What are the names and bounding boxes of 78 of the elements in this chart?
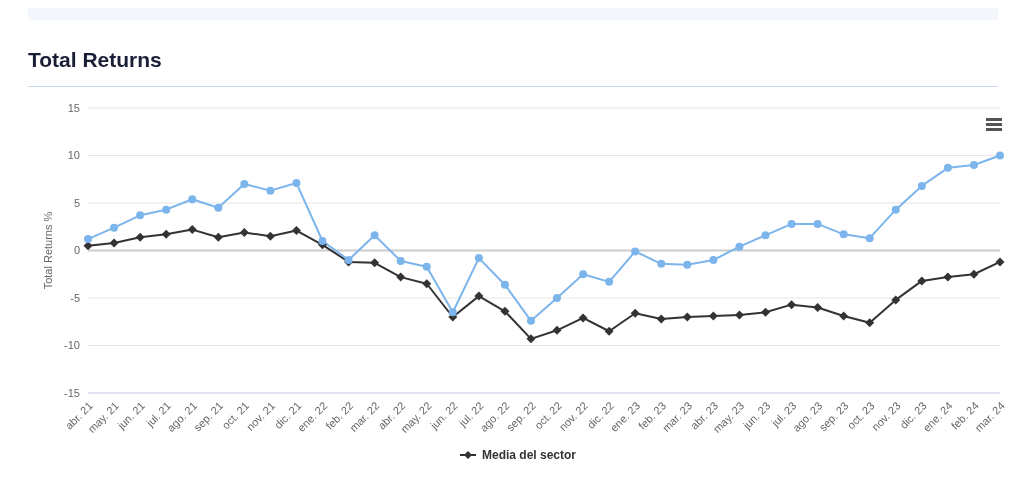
point: [760, 307, 770, 317]
point: [761, 231, 770, 240]
point: [995, 257, 1005, 267]
point: [239, 227, 249, 237]
point: [214, 203, 223, 212]
point: [996, 151, 1004, 160]
point: [891, 205, 900, 214]
point: [370, 231, 379, 240]
point: [656, 314, 666, 324]
point: [891, 295, 901, 305]
point: [500, 280, 509, 289]
point: [839, 311, 849, 321]
point: [266, 186, 275, 195]
point: [657, 259, 666, 268]
point: [136, 211, 145, 220]
point: [396, 256, 405, 265]
point: [161, 229, 171, 239]
point: [187, 225, 197, 235]
point: [631, 247, 640, 256]
legend-label: Media del sector: [481, 448, 577, 462]
point: [188, 195, 197, 204]
chart-title: Total Returns: [28, 48, 162, 72]
point: [448, 308, 457, 317]
point: [291, 226, 301, 236]
point: [969, 269, 979, 279]
point: [135, 232, 145, 242]
point: [552, 325, 562, 335]
point: [630, 308, 640, 318]
point: [578, 313, 588, 323]
point: [917, 276, 927, 286]
point: [839, 230, 848, 239]
point: [708, 311, 718, 321]
y-tick-label: 10: [67, 149, 80, 162]
point: [474, 254, 483, 263]
point: [682, 312, 692, 322]
point: [735, 242, 744, 251]
point: [553, 294, 562, 302]
point: [265, 231, 275, 241]
point: [787, 300, 797, 310]
point: [500, 306, 510, 316]
point: [213, 232, 223, 242]
point: [422, 262, 431, 271]
point: [604, 326, 614, 336]
point: [917, 181, 926, 190]
point: [605, 277, 614, 286]
point: [787, 219, 796, 228]
point: [865, 318, 875, 328]
point: [162, 205, 171, 214]
y-tick-label: -15: [64, 386, 80, 399]
point: [943, 163, 952, 172]
point: [709, 256, 718, 264]
point: [474, 291, 484, 301]
point: [370, 258, 380, 268]
point: [579, 270, 588, 279]
point: [734, 310, 744, 320]
point: [865, 234, 874, 243]
y-axis-title: Total Returns %: [41, 211, 54, 290]
y-tick-label: 15: [67, 101, 80, 114]
point: [813, 219, 822, 228]
point: [84, 235, 92, 244]
point: [813, 303, 823, 312]
point: [240, 180, 249, 188]
point: [292, 179, 301, 188]
y-tick-label: -5: [70, 291, 80, 304]
point: [396, 272, 406, 282]
point: [943, 272, 953, 282]
point: [422, 279, 432, 289]
point: [318, 237, 327, 245]
point: [526, 316, 535, 325]
point: [109, 238, 119, 248]
point: [526, 334, 536, 344]
y-tick-label: 5: [73, 196, 80, 209]
point: [969, 161, 978, 169]
y-tick-label: -10: [64, 339, 80, 352]
point: [683, 260, 692, 269]
point: [83, 241, 93, 251]
y-tick-label: 0: [73, 244, 80, 257]
point: [110, 223, 119, 232]
